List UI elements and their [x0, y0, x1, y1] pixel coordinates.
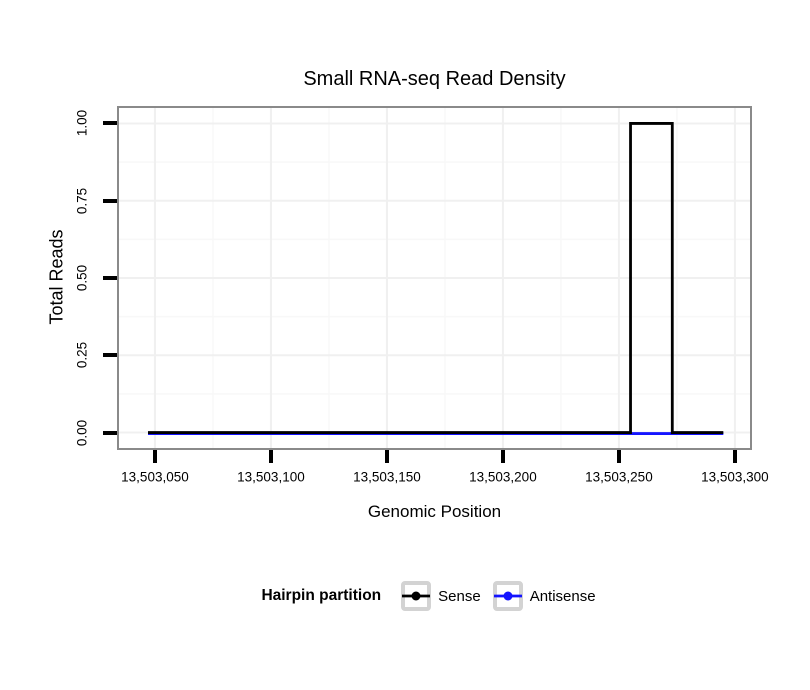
- legend-label-sense: Sense: [438, 587, 481, 605]
- y-tick-label: 0.75: [74, 187, 90, 214]
- x-tick-label: 13,503,150: [353, 469, 421, 485]
- legend-item-sense: Sense: [401, 581, 481, 611]
- legend-key-glyph: [401, 581, 432, 611]
- x-tick-mark: [500, 450, 505, 463]
- y-tick-mark: [103, 198, 117, 203]
- x-axis-title: Genomic Position: [367, 502, 502, 521]
- x-tick-label: 13,503,200: [469, 469, 537, 485]
- legend-key-sense-icon: [401, 581, 432, 611]
- y-tick-mark: [103, 121, 117, 126]
- chart-title: Small RNA-seq Read Density: [303, 68, 566, 90]
- legend-label-antisense: Antisense: [529, 587, 596, 605]
- y-tick-label: 0.25: [74, 342, 90, 369]
- y-axis-title: Total Reads: [46, 229, 67, 325]
- x-tick-label: 13,503,050: [121, 469, 189, 485]
- legend-item-antisense: Antisense: [492, 581, 596, 611]
- x-tick-mark: [616, 450, 621, 463]
- x-tick-label: 13,503,100: [237, 469, 305, 485]
- x-tick-mark: [384, 450, 389, 463]
- series-line-sense: [147, 122, 724, 434]
- legend-key-glyph: [492, 581, 523, 611]
- x-tick-mark: [152, 450, 157, 463]
- y-tick-label: 0.50: [74, 264, 90, 292]
- y-tick-label: 1.00: [74, 110, 90, 137]
- legend-key-antisense-icon: [492, 581, 523, 611]
- y-tick-label: 0.00: [74, 419, 90, 446]
- legend: Hairpin partition Sense Antisense: [117, 580, 752, 612]
- x-tick-label: 13,503,250: [585, 469, 653, 485]
- x-tick-label: 13,503,300: [701, 469, 769, 485]
- plot-panel: [117, 106, 752, 450]
- y-tick-mark: [103, 353, 117, 358]
- plot-canvas: [119, 108, 750, 448]
- legend-title: Hairpin partition: [261, 587, 382, 604]
- y-tick-mark: [103, 430, 117, 435]
- x-tick-mark: [268, 450, 273, 463]
- y-tick-mark: [103, 276, 117, 280]
- x-tick-mark: [732, 450, 737, 463]
